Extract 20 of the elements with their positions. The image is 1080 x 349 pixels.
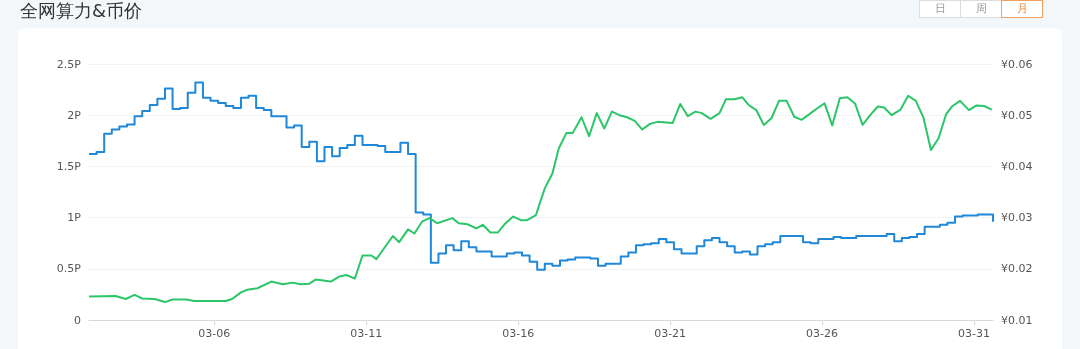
period-switch: 日 周 月 <box>920 0 1043 18</box>
x-tick-label: 03-16 <box>502 327 535 340</box>
y-tick-label: 1.5P <box>56 159 82 173</box>
x-tick-label: 03-31 <box>958 327 990 340</box>
y2-tick-label: ¥0.02 <box>1001 262 1033 276</box>
y-tick-label: 0 <box>74 313 81 327</box>
y-tick-label: 2.5P <box>56 57 82 71</box>
x-tick-label: 03-11 <box>350 327 383 340</box>
x-tick-label: 03-21 <box>654 327 687 340</box>
y2-tick-label: ¥0.06 <box>1001 57 1033 71</box>
y-tick-label: 0.5P <box>56 262 82 276</box>
y-tick-label: 1P <box>67 211 82 225</box>
chart-title: 全网算力&币价 <box>20 0 143 22</box>
y2-tick-label: ¥0.01 <box>1001 313 1033 327</box>
x-tick-label: 03-26 <box>806 327 839 340</box>
x-tick-label: 03-06 <box>198 327 231 340</box>
y-tick-label: 2P <box>67 108 82 122</box>
y2-tick-label: ¥0.03 <box>1001 211 1033 225</box>
y2-tick-label: ¥0.05 <box>1001 108 1033 122</box>
y2-tick-label: ¥0.04 <box>1001 159 1033 173</box>
